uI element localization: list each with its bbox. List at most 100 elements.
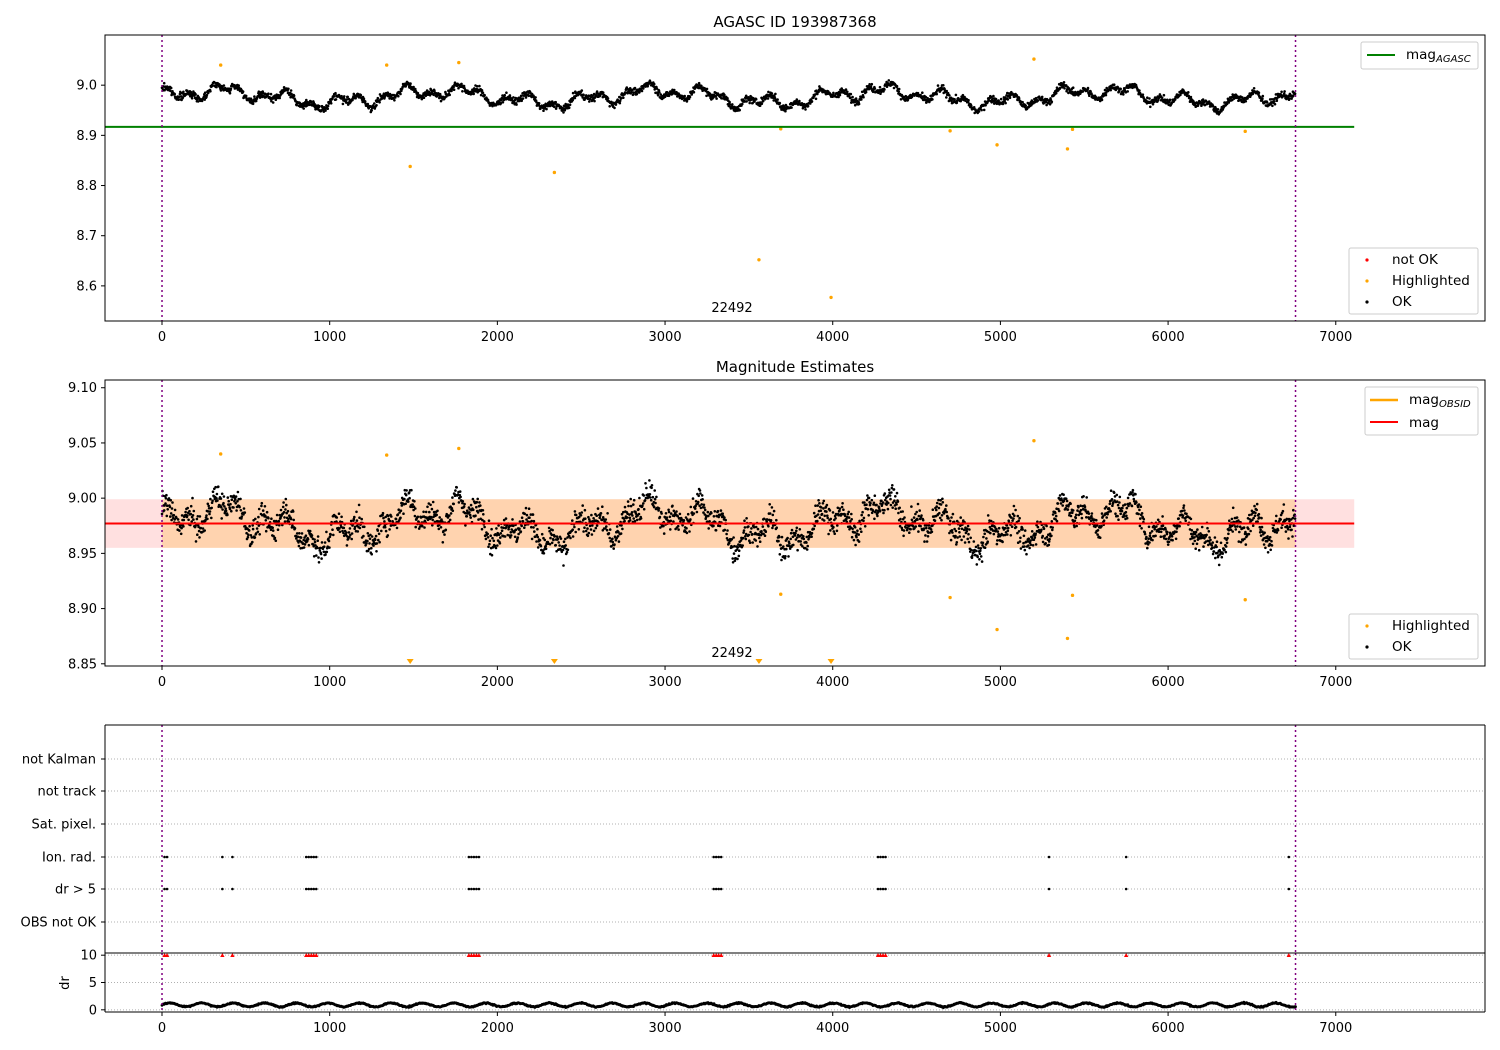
ok-point xyxy=(589,528,593,531)
ok-point xyxy=(649,498,653,502)
ok-point xyxy=(1063,87,1066,90)
ok-point xyxy=(972,540,976,543)
ok-point xyxy=(1009,534,1013,537)
ok-point xyxy=(1021,100,1024,104)
ok-point xyxy=(228,91,232,95)
ok-point xyxy=(925,540,929,543)
ok-point xyxy=(992,532,996,536)
ok-point xyxy=(538,538,542,542)
ok-point xyxy=(1116,503,1120,507)
ok-point xyxy=(945,504,948,507)
ok-point xyxy=(270,99,273,103)
ok-point xyxy=(992,94,995,98)
ok-point xyxy=(723,93,726,97)
ok-point xyxy=(857,102,861,106)
ok-point xyxy=(271,101,275,104)
ok-point xyxy=(1140,512,1144,515)
ok-point xyxy=(239,497,242,501)
ok-point xyxy=(623,519,626,523)
ok-point xyxy=(738,108,741,112)
ok-point xyxy=(1074,516,1078,520)
ok-point xyxy=(949,538,953,542)
ok-point xyxy=(658,515,662,519)
ok-point xyxy=(630,511,634,514)
ok-point xyxy=(480,527,484,531)
ok-point xyxy=(1051,513,1055,516)
ok-point xyxy=(1021,528,1024,531)
panel1-points xyxy=(105,57,1355,300)
ok-point xyxy=(650,486,653,490)
ok-point xyxy=(1138,508,1141,512)
ok-point xyxy=(326,104,330,108)
ok-point xyxy=(979,549,982,552)
ok-point xyxy=(579,514,583,517)
x-tick-label: 4000 xyxy=(816,330,849,345)
ok-point xyxy=(411,503,415,506)
ok-point xyxy=(640,89,644,93)
ok-point xyxy=(605,525,608,528)
ok-point xyxy=(584,529,588,533)
ok-point xyxy=(247,529,251,532)
ok-point xyxy=(1085,496,1088,499)
ok-point xyxy=(930,530,934,534)
ok-point xyxy=(613,106,616,110)
ok-point xyxy=(270,517,273,520)
ok-point xyxy=(816,513,820,516)
ok-point xyxy=(675,510,678,513)
ok-point xyxy=(1023,529,1027,532)
ok-point xyxy=(750,527,753,530)
ok-point xyxy=(785,547,788,551)
ok-point xyxy=(1166,98,1169,102)
ok-point xyxy=(553,535,557,538)
ok-point xyxy=(324,109,327,112)
ok-point xyxy=(205,514,208,517)
ok-point xyxy=(819,509,823,512)
ok-point xyxy=(365,542,368,545)
ok-point xyxy=(1161,515,1164,518)
ok-point xyxy=(948,94,951,97)
ok-point xyxy=(767,90,770,94)
ok-point xyxy=(230,498,234,502)
ok-point xyxy=(1006,98,1010,101)
ok-point xyxy=(850,518,853,521)
ok-point xyxy=(1160,96,1164,99)
ok-point xyxy=(460,82,463,86)
ok-point xyxy=(549,536,552,540)
ok-point xyxy=(751,532,754,536)
ok-point xyxy=(1006,526,1010,530)
ok-point xyxy=(162,81,166,85)
x-tick-label: 1000 xyxy=(313,330,346,345)
ok-point xyxy=(635,92,639,96)
ok-point xyxy=(348,527,352,530)
ok-point xyxy=(736,546,740,549)
ok-point xyxy=(766,97,770,100)
ok-point xyxy=(403,497,406,501)
ok-point xyxy=(190,97,194,100)
ok-point xyxy=(530,525,533,529)
ok-point xyxy=(203,98,206,101)
ok-point xyxy=(220,505,223,509)
ok-point xyxy=(1187,91,1190,94)
ok-point xyxy=(551,528,554,532)
ok-point xyxy=(653,489,656,492)
ok-point xyxy=(1059,502,1063,505)
ok-point xyxy=(495,527,498,530)
ok-point xyxy=(798,528,802,531)
ok-point xyxy=(562,540,566,543)
ok-point xyxy=(451,509,455,512)
ok-point xyxy=(328,546,331,549)
ok-point xyxy=(967,540,971,544)
ok-point xyxy=(322,545,326,548)
ok-point xyxy=(652,82,656,86)
ok-point xyxy=(637,507,640,511)
ok-point xyxy=(581,504,584,507)
ok-point xyxy=(497,524,500,527)
ok-point xyxy=(1062,493,1065,497)
ok-point xyxy=(677,528,680,531)
ok-point xyxy=(170,93,173,97)
ok-point xyxy=(353,515,356,519)
ok-point xyxy=(208,512,211,516)
ok-point xyxy=(448,93,452,97)
ok-point xyxy=(1148,97,1151,100)
ok-point xyxy=(429,503,432,507)
